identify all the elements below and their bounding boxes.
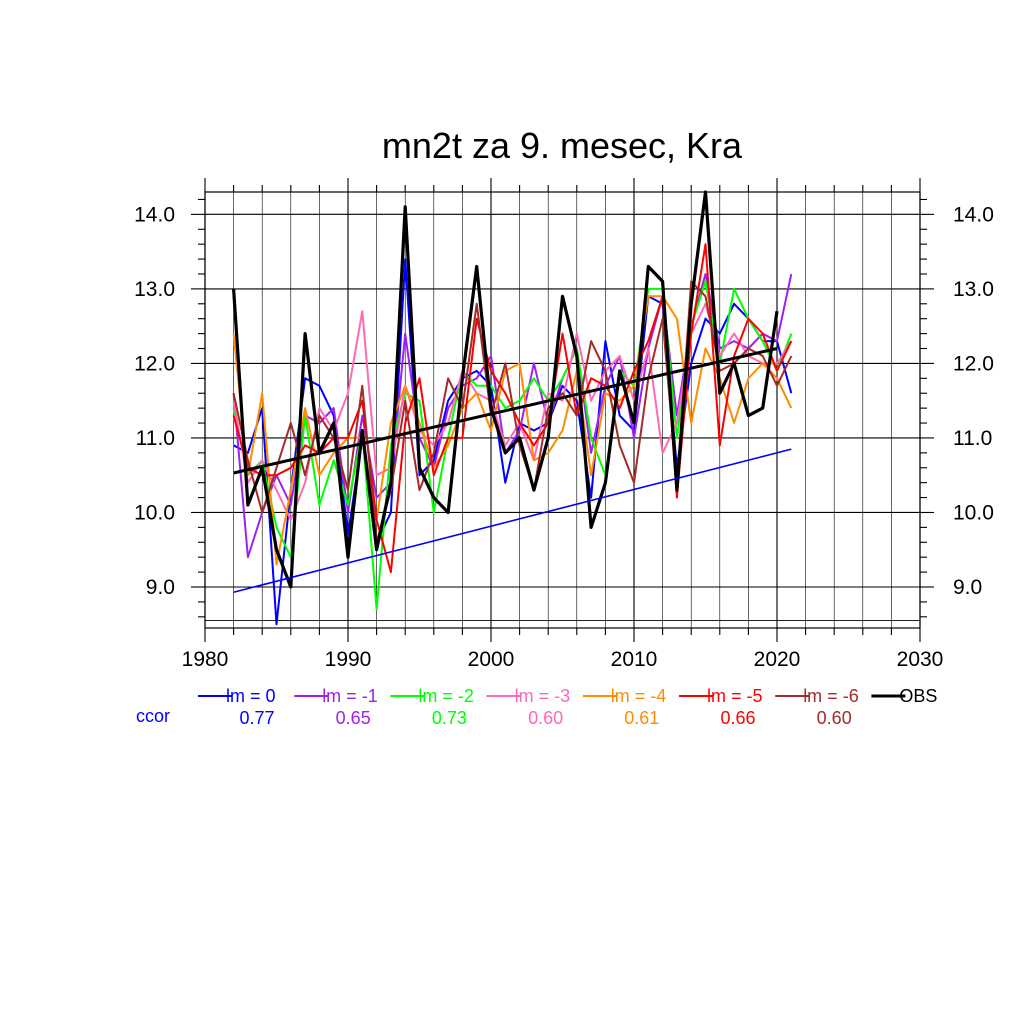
ccor-label: ccor <box>136 706 170 726</box>
plot-frame <box>205 192 920 628</box>
x-tick-label: 2000 <box>468 648 515 671</box>
legend-label-5: lm = -5 <box>707 686 763 706</box>
legend-ccor-5: 0.66 <box>720 708 755 728</box>
y-tick-label-left: 10.0 <box>134 501 175 524</box>
y-tick-label-right: 14.0 <box>953 203 994 226</box>
y-tick-label-left: 9.0 <box>146 576 175 599</box>
y-tick-label-left: 11.0 <box>136 427 175 450</box>
y-tick-label-right: 9.0 <box>953 576 982 599</box>
y-tick-label-right: 12.0 <box>953 352 994 375</box>
legend-label-0: lm = 0 <box>226 686 276 706</box>
legend-ccor-1: 0.65 <box>336 708 371 728</box>
y-tick-label-right: 10.0 <box>953 501 994 524</box>
y-tick-label-left: 12.0 <box>134 352 175 375</box>
x-tick-label: 2030 <box>897 648 944 671</box>
legend-ccor-2: 0.73 <box>432 708 467 728</box>
legend-label-6: lm = -6 <box>803 686 859 706</box>
legend-ccor-4: 0.61 <box>624 708 659 728</box>
grid <box>205 192 920 628</box>
x-tick-label: 2020 <box>754 648 801 671</box>
x-tick-label: 1980 <box>182 648 229 671</box>
trend-line-1 <box>234 449 792 592</box>
legend-ccor-3: 0.60 <box>528 708 563 728</box>
legend-ccor-6: 0.60 <box>817 708 852 728</box>
chart-title: mn2t za 9. mesec, Kra <box>382 125 743 166</box>
chart: mn2t za 9. mesec, Kra 1980 1990 2000 2010 20… <box>0 0 1024 1024</box>
legend-label-2: lm = -2 <box>418 686 474 706</box>
legend-label-7: OBS <box>899 686 937 706</box>
legend-ccor-0: 0.77 <box>239 708 274 728</box>
y-tick-label-right: 11.0 <box>953 427 992 450</box>
y-tick-label-right: 13.0 <box>953 278 994 301</box>
series-line-7 <box>234 192 777 587</box>
y-tick-label-left: 13.0 <box>134 278 175 301</box>
legend-label-4: lm = -4 <box>611 686 667 706</box>
x-tick-label: 1990 <box>325 648 372 671</box>
legend-label-3: lm = -3 <box>515 686 571 706</box>
y-tick-label-left: 14.0 <box>134 203 175 226</box>
legend-label-1: lm = -1 <box>322 686 378 706</box>
x-tick-label: 2010 <box>611 648 658 671</box>
